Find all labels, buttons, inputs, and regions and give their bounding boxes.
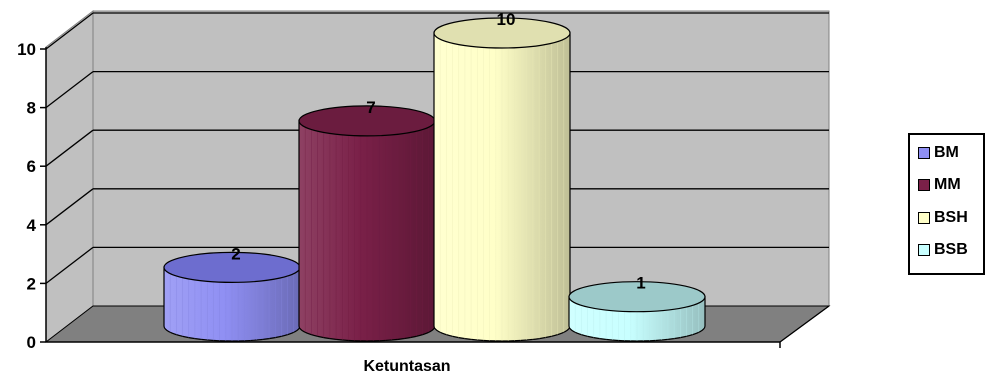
side-wall (45, 9, 94, 344)
y-tick-label: 0 (27, 333, 36, 352)
bar-bm (163, 251, 301, 342)
data-label-bm: 2 (231, 244, 240, 263)
legend-item-bsh: BSH (918, 208, 968, 228)
bars (163, 17, 706, 342)
legend-swatch-mm (918, 179, 930, 191)
data-label-bsh: 10 (497, 10, 516, 29)
gridline-side (45, 188, 94, 226)
gridline-side (45, 129, 94, 167)
bar-bsh (433, 17, 571, 342)
bar-top (433, 17, 571, 49)
y-tick-label: 10 (17, 40, 36, 59)
bar-bsb (568, 281, 706, 342)
y-tick-label: 4 (27, 216, 37, 235)
legend-label-bsb: BSB (934, 241, 968, 258)
y-tick-labels: 0 2 4 6 8 10 (17, 40, 36, 352)
legend-item-bm: BM (918, 143, 959, 163)
legend-swatch-bsb (918, 244, 930, 256)
legend: BM MM BSH BSB (908, 133, 985, 275)
legend-swatch-bm (918, 147, 930, 159)
legend-item-mm: MM (918, 175, 961, 195)
y-tick-label: 2 (27, 274, 36, 293)
axes (40, 47, 830, 348)
x-category-label: Ketuntasan (363, 358, 450, 375)
data-labels: 2 7 10 1 (231, 10, 645, 293)
legend-label-bm: BM (934, 144, 959, 161)
gridline-side (45, 71, 94, 109)
floor-edge (779, 305, 830, 343)
gridline-side (45, 246, 94, 284)
legend-label-mm: MM (934, 176, 961, 193)
legend-swatch-bsh (918, 212, 930, 224)
bar-mm (298, 105, 436, 342)
gridline-side (45, 12, 94, 50)
y-tick-label: 6 (27, 157, 36, 176)
legend-label-bsh: BSH (934, 209, 968, 226)
data-label-bsb: 1 (636, 274, 645, 293)
y-tick-label: 8 (27, 99, 36, 118)
data-label-mm: 7 (366, 98, 375, 117)
legend-item-bsb: BSB (918, 240, 968, 260)
bar-top (568, 281, 706, 313)
